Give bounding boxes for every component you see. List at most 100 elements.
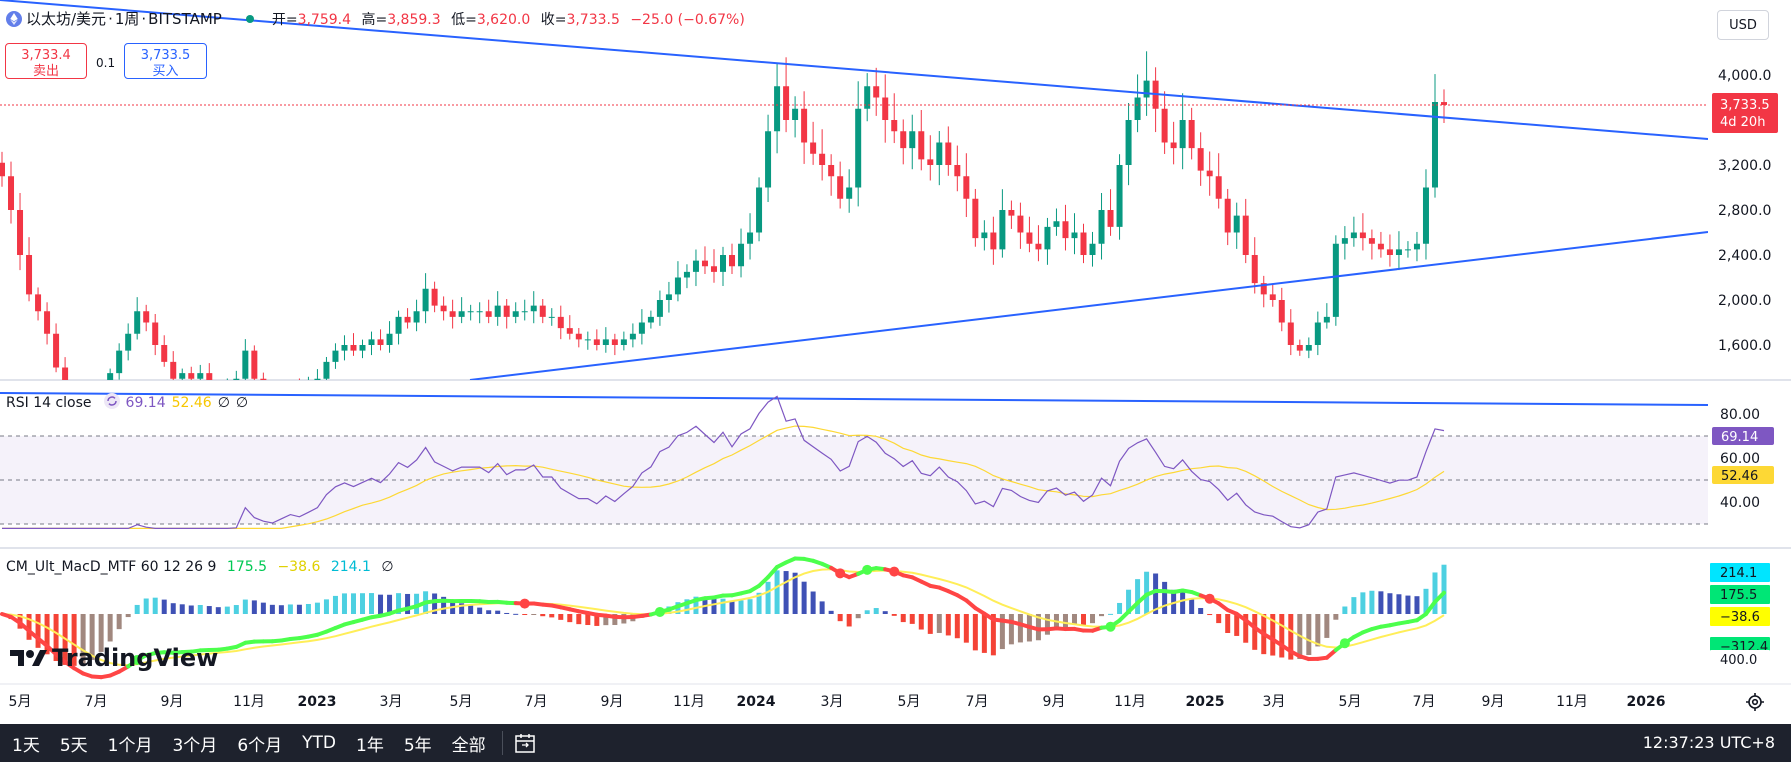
macd-histogram-bar [80,614,86,665]
macd-histogram-bar [828,610,834,614]
candle-body [1296,345,1303,351]
macd-histogram-bar [1378,591,1384,614]
candle-body [954,165,961,177]
macd-histogram-bar [260,602,266,614]
close-value: 3,733.5 [566,11,620,28]
candle-body [548,316,555,318]
macd-histogram-bar [287,604,293,614]
refresh-icon[interactable] [103,393,120,413]
symbol-header: 以太坊/美元 · 1周 · BITSTAMP 开=3,759.4 高=3,859… [6,8,745,29]
macd-histogram-bar [305,603,311,614]
candle-body [1206,170,1213,177]
high-label: 高= [361,11,388,28]
macd-histogram-bar [693,596,699,614]
tradingview-logo[interactable]: TradingView [10,644,218,672]
range-ytd[interactable]: YTD [302,733,336,753]
calendar-range-icon[interactable] [513,731,537,755]
macd-histogram-bar [774,570,780,614]
macd-histogram-bar [945,614,951,636]
macd-histogram-bar [360,593,365,614]
macd-histogram-bar [1090,614,1096,624]
range-3m[interactable]: 3个月 [172,735,218,756]
macd-histogram-bar [873,608,879,614]
macd-histogram-bar [522,614,528,615]
macd-histogram-bar [35,614,41,648]
candle-body [296,384,302,390]
header-sep-2: · [141,9,147,28]
macd-histogram-bar [314,602,320,614]
macd-histogram-bar [188,605,194,614]
time-tick-label: 2024 [737,694,776,710]
candle-body [990,232,997,250]
macd-histogram-bar [1126,589,1132,614]
macd-histogram-bar [323,599,329,614]
candle-body [999,210,1006,250]
candle-body [1188,120,1195,149]
price-tick-label: 2,000.0 [1718,293,1771,309]
candle-body [143,311,150,323]
macd-histogram-bar [558,614,564,620]
candle-body [350,345,357,351]
currency-button[interactable]: USD [1717,10,1769,40]
candle-body [611,339,618,345]
macd-histogram-bar [197,605,203,614]
macd-histogram-bar [936,614,942,633]
candle-body [1422,187,1429,244]
candle-body [1377,243,1384,250]
candle-body [1269,294,1276,300]
macd-legend[interactable]: CM_Ult_MacD_MTF 60 12 26 9 175.5 −38.6 2… [6,559,394,575]
macd-histogram-bar [242,599,248,614]
buy-button[interactable]: 3,733.5 买入 [124,43,207,79]
rsi-legend[interactable]: RSI 14 close 69.14 52.46 ∅ ∅ [6,393,248,413]
clock-display[interactable]: 12:37:23 UTC+8 [1642,733,1775,752]
range-1m[interactable]: 1个月 [107,735,153,756]
candle-body [440,305,447,312]
macd-histogram-bar [143,598,149,614]
macd-histogram-bar [332,595,338,614]
macd-histogram-bar [71,614,77,666]
range-1d[interactable]: 1天 [12,735,40,756]
macd-line-segment [45,643,59,657]
rsi-value-tag [1712,427,1774,445]
macd-histogram-bar [459,603,465,614]
macd-histogram-bar [963,614,969,643]
macd-value-tag-text: −38.6 [1720,610,1760,625]
macd-histogram-bar [540,614,546,617]
range-1y[interactable]: 1年 [356,735,384,756]
macd-histogram-bar [1270,614,1276,656]
symbol-name[interactable]: 以太坊/美元 [26,10,107,28]
macd-histogram-bar [1162,581,1168,614]
macd-line-segment [1135,592,1149,605]
candle-body [422,288,429,312]
macd-histogram-bar [486,610,492,614]
low-value: 3,620.0 [476,11,531,28]
candle-body [710,266,717,272]
macd-histogram-bar [278,605,284,614]
candle-body [1350,232,1357,239]
rsi-tick-label: 40.00 [1720,495,1760,511]
time-tick-label: 11月 [233,694,265,710]
range-6m[interactable]: 6个月 [237,735,283,756]
gear-icon[interactable] [1745,692,1765,716]
macd-value-tag-text: 214.1 [1720,566,1757,581]
candle-body [936,142,943,165]
candle-body [1287,322,1294,345]
candle-body [359,345,366,351]
candle-body [1251,255,1258,284]
range-5y[interactable]: 5年 [403,735,432,756]
macd-histogram-bar [1171,589,1177,614]
candle-body [783,86,790,120]
chart-canvas[interactable]: 4,000.0 3,200.0 2,800.0 2,400.0 2,000.0 1,600… [0,0,1791,724]
candle-body [404,316,411,323]
macd-histogram-bar [729,601,735,614]
range-5d[interactable]: 5天 [59,735,88,756]
candle-body [1278,300,1285,323]
candle-body [972,198,979,239]
macd-histogram-bar [161,599,167,614]
candle-body [846,187,853,199]
macd-value-2: −38.6 [277,559,321,575]
range-all[interactable]: 全部 [451,735,486,756]
time-tick-label: 11月 [1114,694,1146,710]
sell-button[interactable]: 3,733.4 卖出 [5,43,87,79]
symbol-interval[interactable]: 1周 [114,10,140,28]
